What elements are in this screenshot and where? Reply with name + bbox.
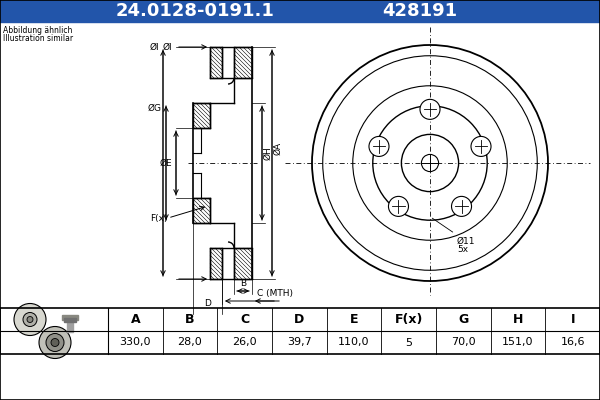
Circle shape (23, 312, 37, 326)
Text: 70,0: 70,0 (451, 338, 476, 348)
Circle shape (46, 334, 64, 352)
Circle shape (14, 304, 46, 336)
Polygon shape (234, 248, 252, 279)
Text: Illustration similar: Illustration similar (3, 34, 73, 43)
Bar (67, 320, 73, 332)
Text: I: I (571, 313, 575, 326)
Text: F(x): F(x) (394, 313, 423, 326)
Text: 24.0128-0191.1: 24.0128-0191.1 (116, 2, 274, 20)
Text: D: D (294, 313, 304, 326)
Circle shape (452, 196, 472, 216)
Text: ØI: ØI (149, 42, 159, 52)
Text: B: B (185, 313, 195, 326)
Polygon shape (210, 47, 222, 78)
Polygon shape (234, 47, 252, 78)
Text: 5x: 5x (457, 245, 468, 254)
Text: 151,0: 151,0 (502, 338, 534, 348)
Bar (0, 0, 600, 22)
Text: G: G (458, 313, 469, 326)
Text: 28,0: 28,0 (178, 338, 202, 348)
Text: Abbildung ähnlich: Abbildung ähnlich (3, 26, 73, 35)
Text: 39,7: 39,7 (287, 338, 312, 348)
Bar (0, 308, 600, 356)
Text: A: A (131, 313, 140, 326)
Bar (62, 314, 78, 320)
Circle shape (369, 136, 389, 156)
Text: 110,0: 110,0 (338, 338, 370, 348)
Text: D: D (204, 299, 211, 308)
Bar (0, 22, 600, 308)
Text: 5: 5 (405, 338, 412, 348)
Circle shape (421, 154, 439, 172)
Bar (64, 318, 76, 322)
Text: C (MTH): C (MTH) (257, 289, 293, 298)
Text: H: H (513, 313, 523, 326)
Circle shape (51, 338, 59, 346)
Polygon shape (193, 103, 210, 128)
Text: F(x): F(x) (151, 214, 168, 222)
Polygon shape (193, 198, 210, 223)
Text: ØH: ØH (263, 146, 272, 160)
Text: ØG: ØG (148, 104, 162, 112)
Text: 16,6: 16,6 (560, 338, 585, 348)
Text: C: C (240, 313, 249, 326)
Text: ØA: ØA (273, 142, 282, 154)
Circle shape (388, 196, 409, 216)
Polygon shape (210, 248, 222, 279)
Text: Ø11: Ø11 (457, 237, 476, 246)
Text: E: E (350, 313, 358, 326)
Circle shape (27, 316, 33, 322)
Text: 330,0: 330,0 (119, 338, 151, 348)
Text: ØE: ØE (160, 158, 172, 168)
Text: 428191: 428191 (382, 2, 458, 20)
Text: 26,0: 26,0 (232, 338, 257, 348)
Text: B: B (240, 279, 246, 288)
Circle shape (39, 326, 71, 358)
Circle shape (471, 136, 491, 156)
Circle shape (420, 99, 440, 119)
Text: ØI: ØI (163, 42, 172, 52)
